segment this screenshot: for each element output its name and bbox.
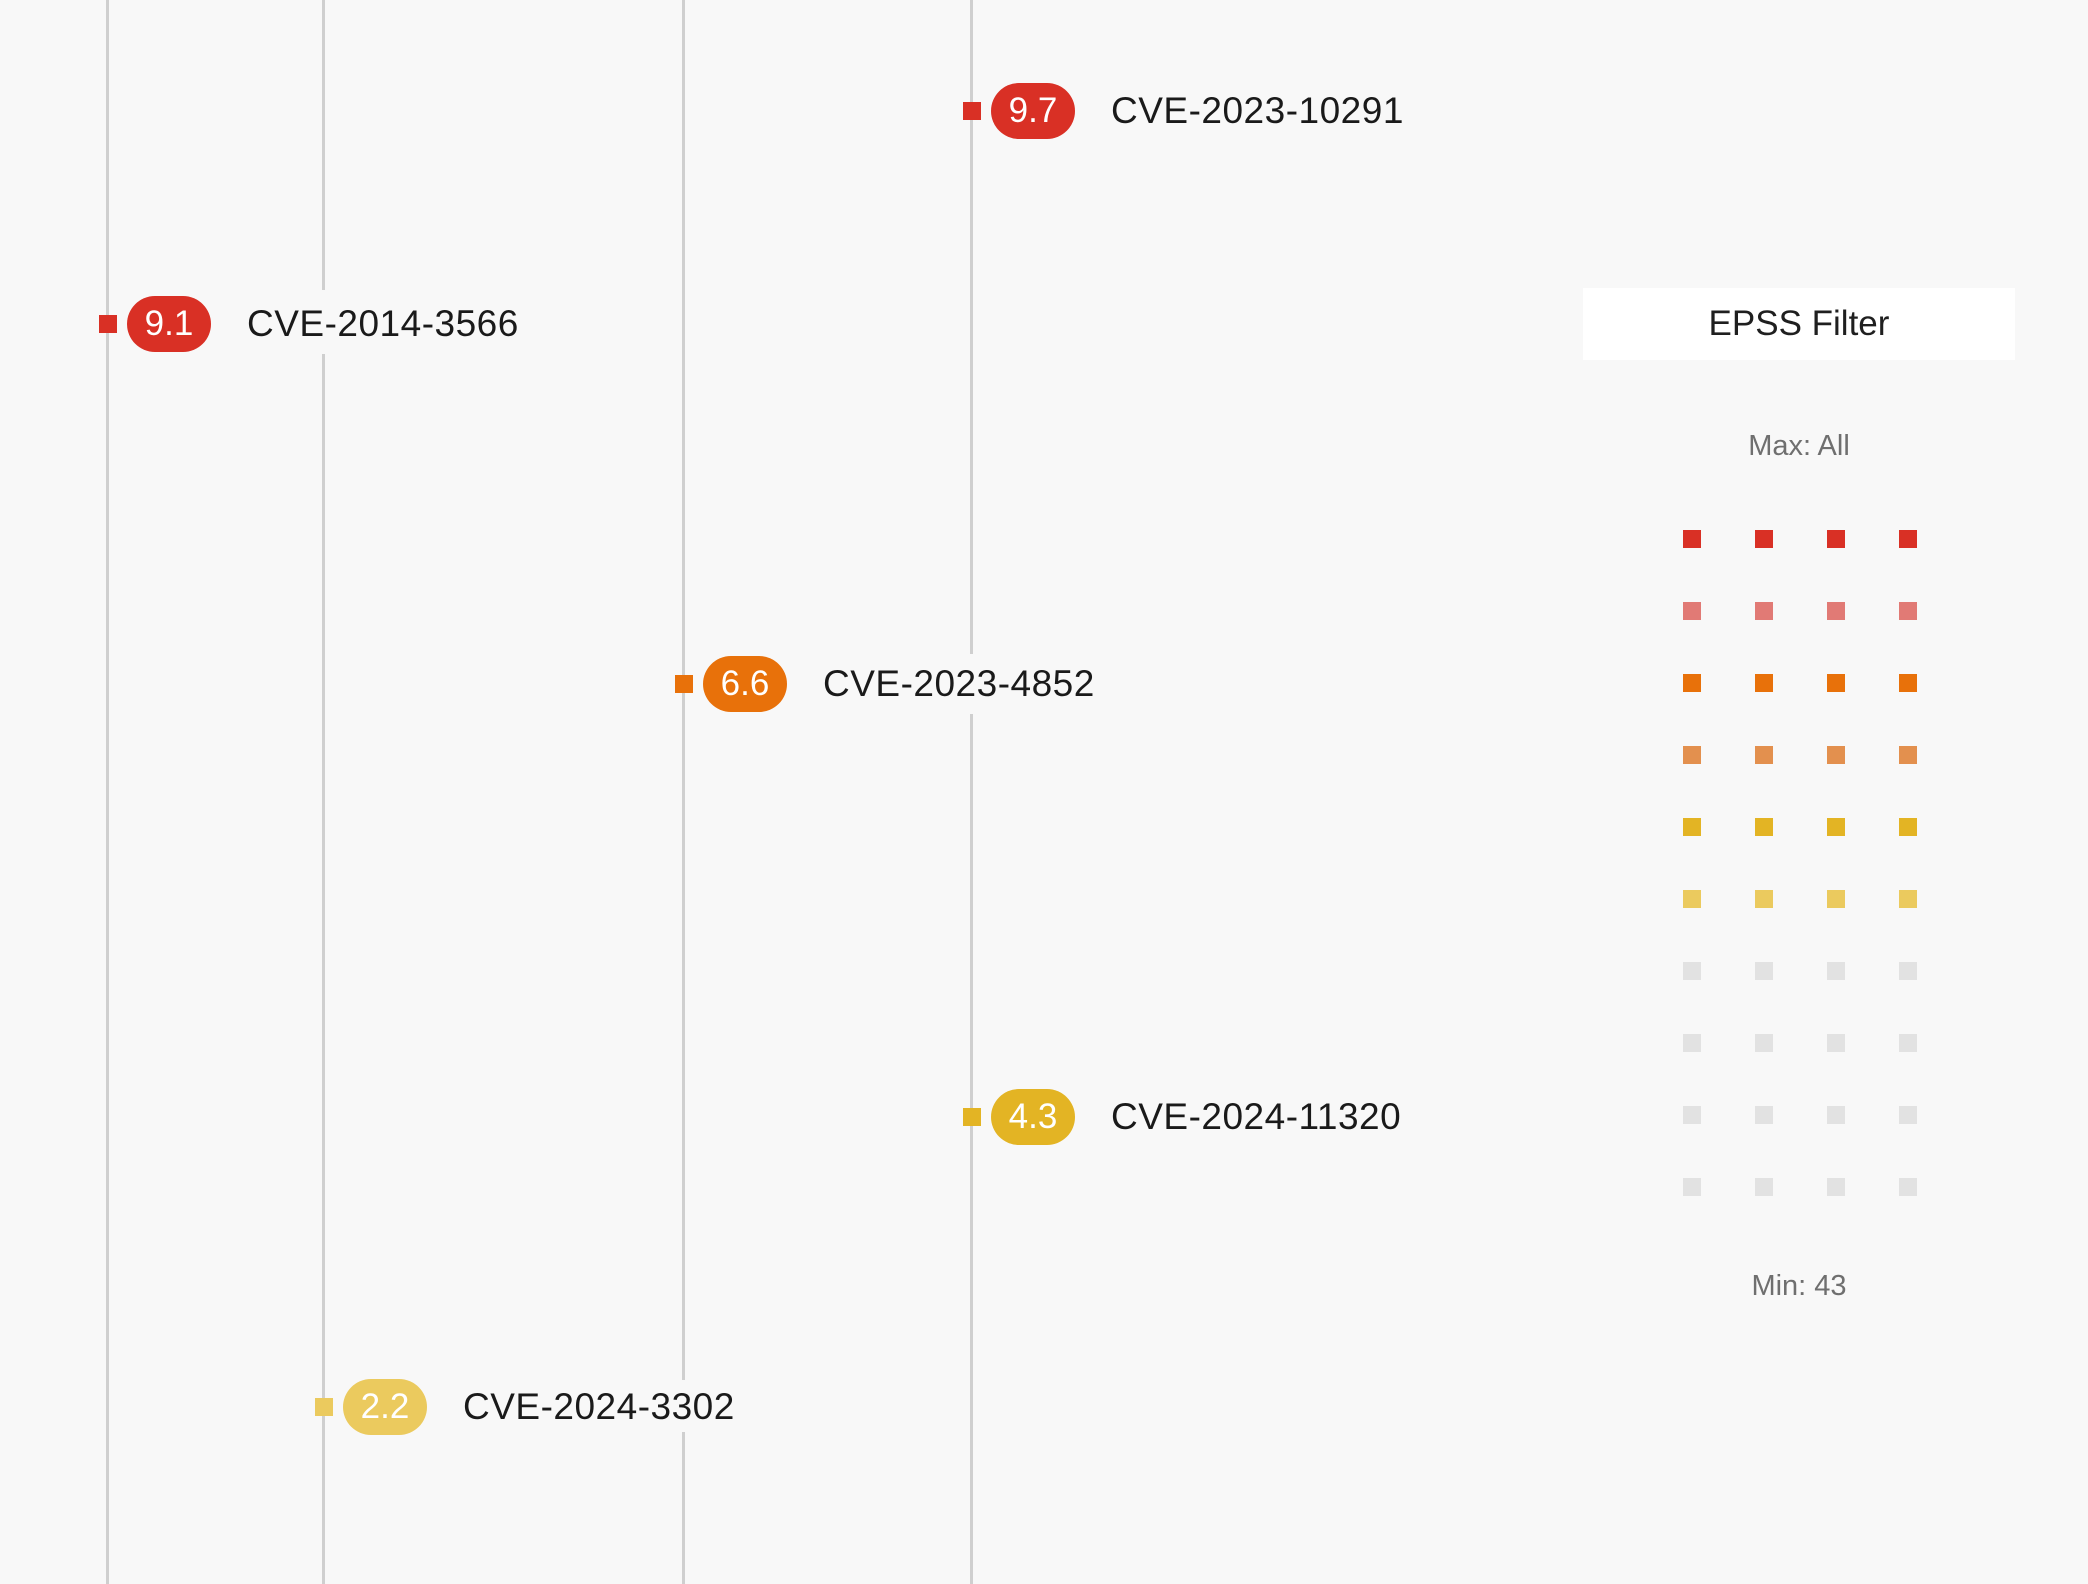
epss-filter-dot-critical_light[interactable] bbox=[1683, 602, 1701, 620]
epss-filter-dot-high_light[interactable] bbox=[1827, 746, 1845, 764]
epss-filter-dot-medium[interactable] bbox=[1683, 818, 1701, 836]
epss-filter-dot-critical_light[interactable] bbox=[1899, 602, 1917, 620]
epss-filter-dot-critical_light[interactable] bbox=[1827, 602, 1845, 620]
epss-filter-dot-high_light[interactable] bbox=[1683, 746, 1701, 764]
epss-filter-dot-critical[interactable] bbox=[1755, 530, 1773, 548]
epss-filter-dot-none[interactable] bbox=[1683, 1178, 1701, 1196]
cve-id-label[interactable]: CVE-2023-4852 bbox=[823, 663, 1095, 704]
epss-filter-dot-none[interactable] bbox=[1827, 962, 1845, 980]
severity-marker-icon bbox=[99, 315, 117, 333]
epss-filter-dot-none[interactable] bbox=[1899, 1178, 1917, 1196]
epss-filter-dot-none[interactable] bbox=[1899, 1106, 1917, 1124]
timeline-lane-3 bbox=[682, 0, 685, 1584]
timeline-lane-4 bbox=[970, 0, 973, 1584]
severity-marker-icon bbox=[315, 1398, 333, 1416]
cve-id-label[interactable]: CVE-2024-11320 bbox=[1111, 1096, 1402, 1137]
epss-filter-dot-critical_light[interactable] bbox=[1755, 602, 1773, 620]
cvss-score-badge: 9.1 bbox=[127, 296, 211, 352]
epss-filter-dot-medium[interactable] bbox=[1755, 818, 1773, 836]
cvss-score-badge: 2.2 bbox=[343, 1379, 427, 1435]
severity-marker-icon bbox=[963, 1108, 981, 1126]
epss-filter-dot-medium_light[interactable] bbox=[1827, 890, 1845, 908]
epss-filter-dot-high[interactable] bbox=[1683, 674, 1701, 692]
cvss-score-badge: 4.3 bbox=[991, 1089, 1075, 1145]
epss-filter-dot-high[interactable] bbox=[1827, 674, 1845, 692]
epss-filter-max-label: Max: All bbox=[1748, 430, 1850, 462]
epss-filter-dot-medium[interactable] bbox=[1827, 818, 1845, 836]
cvss-score-badge: 6.6 bbox=[703, 656, 787, 712]
cve-row[interactable]: 9.1 CVE-2014-3566 bbox=[99, 295, 519, 353]
epss-filter-dot-none[interactable] bbox=[1755, 1106, 1773, 1124]
cve-row[interactable]: 4.3 CVE-2024-11320 bbox=[963, 1088, 1401, 1146]
epss-filter-dot-none[interactable] bbox=[1683, 962, 1701, 980]
epss-filter-dot-critical[interactable] bbox=[1683, 530, 1701, 548]
epss-filter-dot-none[interactable] bbox=[1827, 1106, 1845, 1124]
epss-filter-dot-medium_light[interactable] bbox=[1755, 890, 1773, 908]
epss-filter-dot-none[interactable] bbox=[1899, 962, 1917, 980]
cve-id-label[interactable]: CVE-2024-3302 bbox=[463, 1386, 735, 1427]
severity-marker-icon bbox=[675, 675, 693, 693]
epss-filter-dot-none[interactable] bbox=[1755, 1178, 1773, 1196]
epss-filter-dot-none[interactable] bbox=[1755, 962, 1773, 980]
epss-filter-dot-medium_light[interactable] bbox=[1683, 890, 1701, 908]
epss-filter-dot-none[interactable] bbox=[1683, 1034, 1701, 1052]
timeline-lane-2 bbox=[322, 0, 325, 1584]
epss-filter-min-label: Min: 43 bbox=[1751, 1270, 1847, 1302]
epss-filter-dot-high_light[interactable] bbox=[1899, 746, 1917, 764]
epss-filter-dot-none[interactable] bbox=[1683, 1106, 1701, 1124]
epss-filter-panel: EPSS Filter Max: All Min: 43 bbox=[1583, 288, 2015, 1302]
timeline-lane-1 bbox=[106, 0, 109, 1584]
epss-filter-dot-high[interactable] bbox=[1755, 674, 1773, 692]
cve-row[interactable]: 6.6 CVE-2023-4852 bbox=[675, 655, 1095, 713]
epss-filter-dot-none[interactable] bbox=[1827, 1034, 1845, 1052]
cve-id-label[interactable]: CVE-2014-3566 bbox=[247, 303, 519, 344]
epss-filter-dot-none[interactable] bbox=[1755, 1034, 1773, 1052]
epss-filter-dot-none[interactable] bbox=[1899, 1034, 1917, 1052]
cvss-score-badge: 9.7 bbox=[991, 83, 1075, 139]
severity-marker-icon bbox=[963, 102, 981, 120]
epss-filter-dot-none[interactable] bbox=[1827, 1178, 1845, 1196]
epss-filter-dot-medium[interactable] bbox=[1899, 818, 1917, 836]
epss-filter-title: EPSS Filter bbox=[1583, 288, 2015, 360]
cve-id-label[interactable]: CVE-2023-10291 bbox=[1111, 90, 1404, 131]
epss-filter-dot-high_light[interactable] bbox=[1755, 746, 1773, 764]
cve-row[interactable]: 9.7 CVE-2023-10291 bbox=[963, 82, 1404, 140]
epss-filter-dot-medium_light[interactable] bbox=[1899, 890, 1917, 908]
cve-row[interactable]: 2.2 CVE-2024-3302 bbox=[315, 1378, 735, 1436]
epss-filter-dot-high[interactable] bbox=[1899, 674, 1917, 692]
epss-filter-dot-critical[interactable] bbox=[1827, 530, 1845, 548]
epss-filter-dot-critical[interactable] bbox=[1899, 530, 1917, 548]
